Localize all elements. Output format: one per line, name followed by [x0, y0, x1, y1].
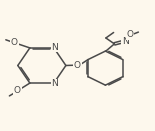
Text: O: O: [74, 61, 81, 70]
Text: O: O: [11, 38, 18, 47]
Text: N: N: [51, 43, 58, 52]
Text: O: O: [127, 31, 134, 39]
Text: O: O: [14, 86, 21, 95]
Text: N: N: [51, 79, 58, 88]
Text: N: N: [122, 37, 128, 45]
